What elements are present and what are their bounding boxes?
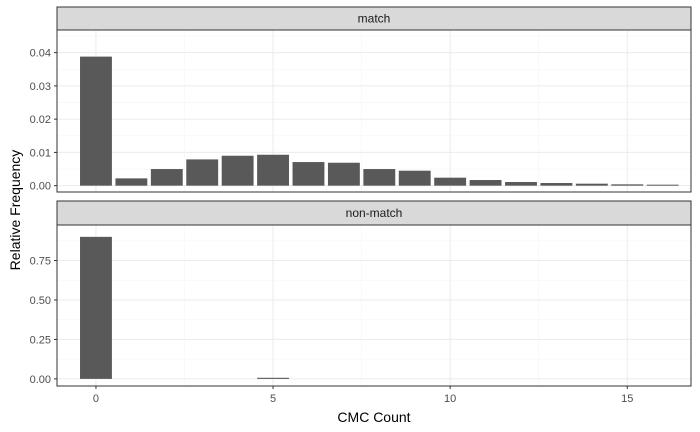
y-tick-label: 0.00 [30,374,51,386]
x-axis-title: CMC Count [337,409,410,425]
bar-match-5 [257,154,289,186]
facet-strip-label: non-match [346,206,403,220]
bar-match-8 [363,169,396,186]
x-tick-label: 15 [621,393,633,405]
bar-match-4 [221,155,254,186]
bar-match-7 [327,162,360,186]
bar-match-13 [540,183,573,186]
bar-match-2 [150,169,183,186]
bar-match-16 [646,184,679,186]
bar-match-1 [115,178,148,186]
bar-match-10 [434,177,467,186]
bar-match-15 [611,184,644,186]
bar-match-11 [469,180,502,186]
y-tick-label: 0.04 [30,48,51,60]
bar-match-9 [398,170,431,186]
y-tick-label: 0.50 [30,295,51,307]
bar-match-3 [186,159,219,186]
facet-strip-label: match [358,12,391,26]
y-tick-label: 0.02 [30,114,51,126]
x-tick-label: 5 [270,393,276,405]
bar-match-0 [80,56,112,186]
y-axis-title: Relative Frequency [7,150,23,271]
y-tick-label: 0.25 [30,334,51,346]
facet-strip [56,6,692,31]
panel-background [57,30,691,192]
bar-match-12 [505,182,537,186]
panel-non-match: non-match 0.00 0.25 0.50 0.75 [30,200,692,387]
y-tick-label: 0.75 [30,256,51,268]
bar-non-match-0 [80,236,112,379]
y-tick-label: 0.00 [30,181,51,193]
panels-layer: match 0.00 0.01 0.02 0.03 0.04 non-match 0.00 0.… [30,6,692,387]
y-tick-label: 0.03 [30,81,51,93]
y-tick-label: 0.01 [30,147,51,159]
bar-match-14 [575,183,608,186]
x-axis: 0 5 10 15 [93,386,633,405]
facet-strip [56,200,692,226]
x-tick-label: 10 [444,393,456,405]
panel-match: match 0.00 0.01 0.02 0.03 0.04 [30,6,692,193]
bar-non-match-5 [257,377,289,379]
panel-background [57,225,691,386]
bar-match-6 [292,162,325,186]
x-tick-label: 0 [93,393,99,405]
